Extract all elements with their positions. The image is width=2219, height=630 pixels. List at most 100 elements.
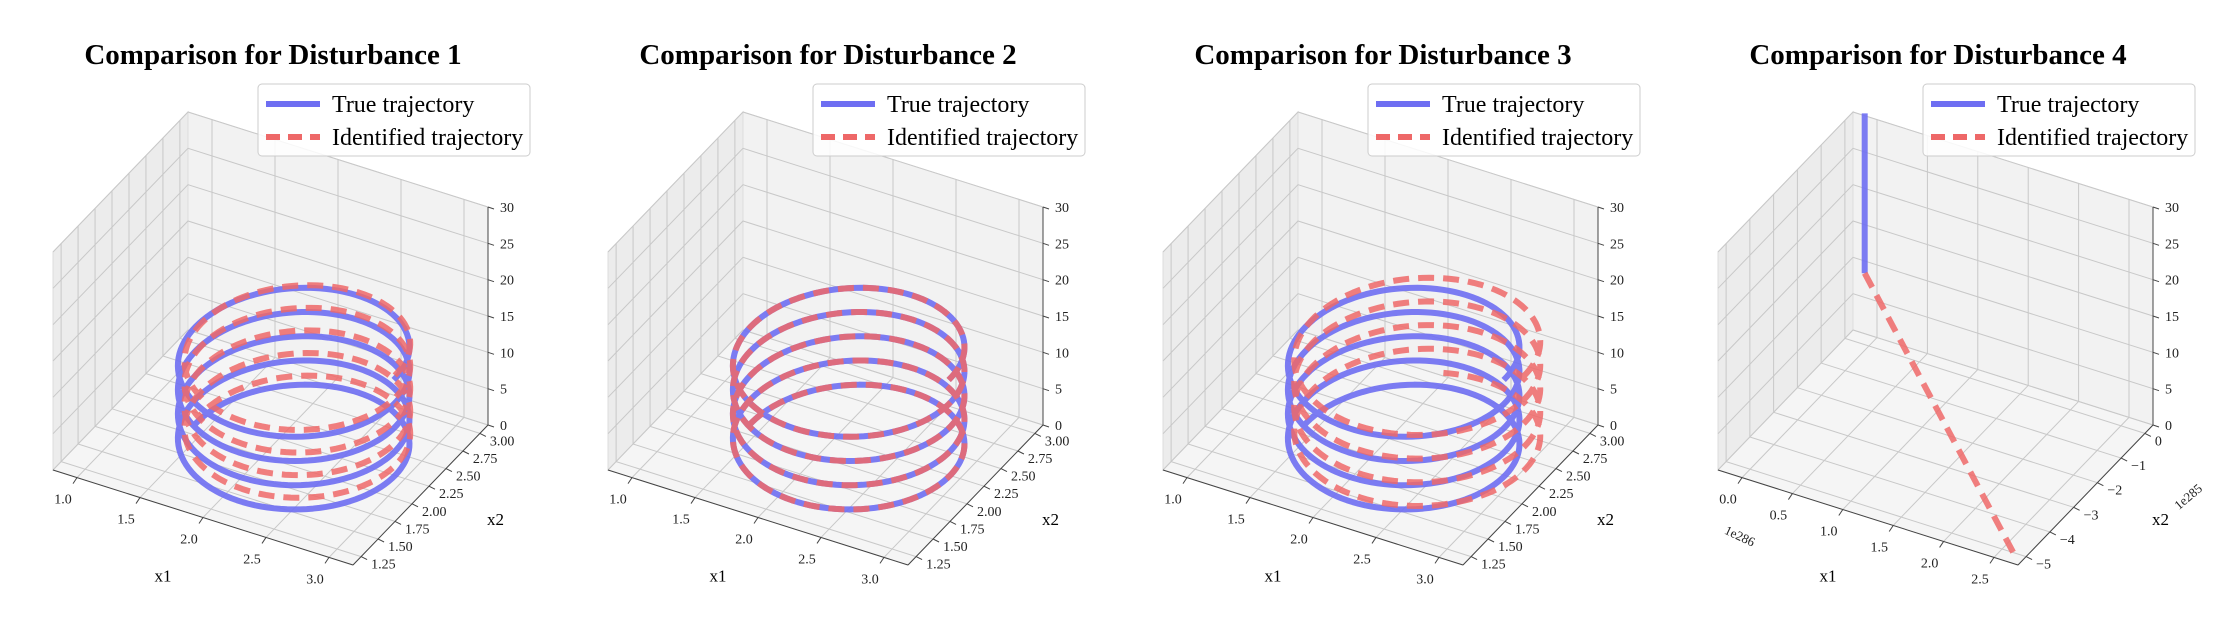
x1-offset-label: 1e286 — [1722, 522, 1758, 549]
z-tick-mark — [1597, 424, 1605, 428]
z-tick-mark — [487, 206, 495, 210]
x1-tick-label: 3.0 — [861, 572, 879, 587]
x1-tick-label: 1.5 — [672, 513, 690, 528]
x2-tick-mark — [445, 468, 453, 473]
x2-tick-label: 2.00 — [422, 505, 447, 520]
x2-tick-label: 1.75 — [405, 522, 430, 537]
x2-offset-label: 1e285 — [2171, 481, 2205, 513]
chart-panel-2: 1.0 1.5 2.0 2.5 3.0 1.25 1.50 1.75 2.00 2.25 2.50 2… — [607, 39, 1086, 587]
z-tick-label: 15 — [1055, 310, 1069, 325]
x2-tick-mark — [411, 503, 419, 508]
z-tick-label: 0 — [1055, 419, 1062, 434]
x2-tick-mark — [479, 432, 487, 437]
x2-tick-mark — [2025, 556, 2033, 561]
x2-tick-mark — [1589, 432, 1597, 437]
x2-tick-label: 2.75 — [1028, 452, 1053, 467]
x1-tick-label: 1.5 — [1870, 540, 1888, 555]
x2-tick-mark — [915, 556, 923, 561]
x1-tick-label: 0.0 — [1719, 493, 1737, 508]
grid-z-4 — [1162, 184, 1599, 326]
x2-tick-mark — [966, 503, 974, 508]
x2-tick-label: 1.25 — [1481, 558, 1506, 573]
x1-tick-mark — [1787, 493, 1793, 500]
z-tick-label: 25 — [500, 237, 514, 252]
z-tick-mark — [1042, 279, 1050, 283]
x2-tick-mark — [1538, 485, 1546, 490]
z-tick-label: 30 — [1610, 201, 1624, 216]
x1-tick-mark — [753, 517, 759, 524]
legend-true-label: True trajectory — [887, 92, 1029, 118]
x2-tick-mark — [1572, 450, 1580, 455]
legend-box — [1922, 83, 2196, 157]
x2-tick-label: 3.00 — [1600, 434, 1625, 449]
z-tick-mark — [487, 279, 495, 283]
z-tick-mark — [487, 242, 495, 246]
x1-tick-label: 1.0 — [609, 493, 627, 508]
x1-tick-mark — [1989, 557, 1995, 564]
x1-tick-mark — [627, 477, 633, 484]
grid-z-5 — [1162, 147, 1599, 289]
x2-tick-label: 2.50 — [456, 470, 481, 485]
x2-axis-label: x2 — [1042, 510, 1059, 529]
identified-trajectory-line — [1862, 271, 2018, 557]
x1-tick-label: 2.5 — [243, 552, 261, 567]
x1-tick-mark — [1308, 517, 1314, 524]
chart-panel-3: 1.0 1.5 2.0 2.5 3.0 1.25 1.50 1.75 2.00 2.25 2.50 2… — [1162, 39, 1641, 587]
z-tick-label: 0 — [2165, 419, 2172, 434]
x2-tick-label: 1.50 — [943, 540, 968, 555]
z-tick-label: 20 — [500, 274, 514, 289]
chart-panel-1: 1.0 1.5 2.0 2.5 3.0 1.25 1.50 1.75 2.00 2.25 2.50 2… — [52, 39, 531, 587]
z-tick-mark — [2152, 242, 2160, 246]
x2-tick-label: −5 — [2036, 558, 2051, 573]
x2-axis-label: x2 — [487, 510, 504, 529]
x2-tick-mark — [1555, 468, 1563, 473]
z-tick-mark — [2152, 388, 2160, 392]
grid-z-6 — [1162, 111, 1599, 253]
legend-identified-label: Identified trajectory — [332, 125, 523, 151]
z-tick-mark — [2152, 351, 2160, 355]
x1-tick-label: 2.5 — [1971, 572, 1989, 587]
legend-true-label: True trajectory — [332, 92, 474, 118]
z-tick-mark — [1597, 242, 1605, 246]
x1-tick-mark — [72, 477, 78, 484]
x2-tick-label: 0 — [2155, 434, 2162, 449]
grid-z-6 — [52, 111, 489, 253]
identified-trajectory-line — [1291, 274, 1544, 509]
x2-tick-label: 2.25 — [1549, 487, 1574, 502]
x1-tick-mark — [1245, 497, 1251, 504]
x1-tick-label: 3.0 — [306, 572, 324, 587]
x2-tick-label: −3 — [2084, 508, 2099, 523]
x1-tick-mark — [1737, 477, 1743, 484]
x1-axis-label: x1 — [1265, 567, 1282, 586]
x1-tick-label: 3.0 — [1416, 572, 1434, 587]
x2-tick-mark — [1470, 556, 1478, 561]
x2-tick-label: 3.00 — [1045, 434, 1070, 449]
x2-axis-label: x2 — [1597, 510, 1614, 529]
x1-tick-label: 1.5 — [117, 513, 135, 528]
x1-tick-mark — [690, 497, 696, 504]
x2-tick-label: 1.50 — [1498, 540, 1523, 555]
grid-z-4 — [607, 184, 1044, 326]
x2-tick-mark — [2144, 432, 2152, 437]
z-tick-mark — [1042, 351, 1050, 355]
chart-title: Comparison for Disturbance 3 — [1194, 39, 1571, 71]
x2-tick-mark — [949, 520, 957, 525]
x2-tick-label: 2.25 — [439, 487, 464, 502]
z-tick-label: 0 — [1610, 419, 1617, 434]
legend-box — [812, 83, 1086, 157]
true-trajectory-line — [174, 284, 413, 513]
grid-z-0 — [607, 329, 1044, 471]
x1-tick-mark — [1371, 537, 1377, 544]
x1-tick-mark — [1838, 509, 1844, 516]
x1-tick-label: 1.0 — [54, 493, 72, 508]
x1-tick-label: 1.0 — [1164, 493, 1182, 508]
grid-z-2 — [607, 256, 1044, 398]
x1-tick-mark — [1182, 477, 1188, 484]
legend-box — [1367, 83, 1641, 157]
grid-z-3 — [1717, 220, 2154, 362]
z-tick-label: 15 — [500, 310, 514, 325]
x2-tick-mark — [2049, 531, 2057, 536]
grid-z-4 — [1717, 184, 2154, 326]
grid-z-2 — [1717, 256, 2154, 398]
x1-tick-mark — [1939, 541, 1945, 548]
